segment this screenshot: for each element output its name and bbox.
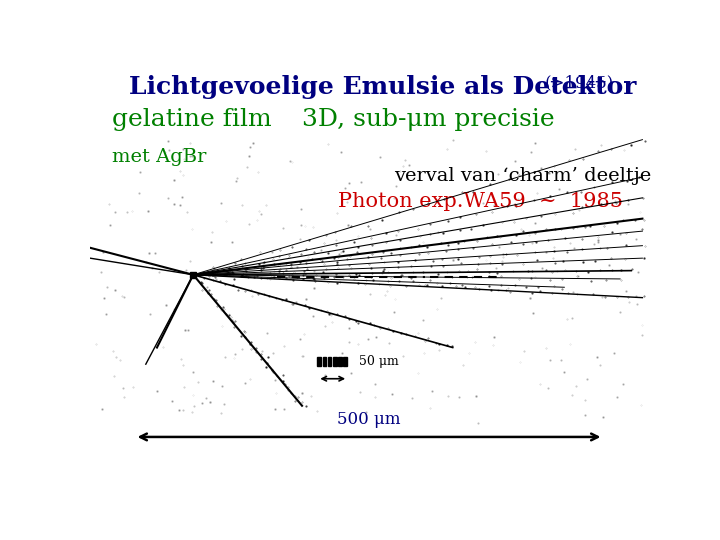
- Bar: [338, 357, 342, 366]
- Bar: [333, 357, 336, 366]
- Text: 500 μm: 500 μm: [337, 411, 401, 428]
- Bar: [343, 357, 347, 366]
- Text: Lichtgevoelige Emulsie als Detektor: Lichtgevoelige Emulsie als Detektor: [129, 75, 636, 99]
- Text: 3D, sub-μm precisie: 3D, sub-μm precisie: [302, 109, 554, 131]
- Bar: [328, 357, 331, 366]
- Text: (>1945): (>1945): [545, 74, 614, 91]
- Text: Photon exp.WA59  ~  1985: Photon exp.WA59 ~ 1985: [338, 192, 624, 211]
- Text: gelatine film: gelatine film: [112, 109, 272, 131]
- Text: verval van ‘charm’ deeltje: verval van ‘charm’ deeltje: [394, 167, 652, 185]
- Bar: [318, 357, 321, 366]
- Text: met AgBr: met AgBr: [112, 148, 207, 166]
- Bar: [323, 357, 326, 366]
- Text: 50 μm: 50 μm: [359, 355, 399, 368]
